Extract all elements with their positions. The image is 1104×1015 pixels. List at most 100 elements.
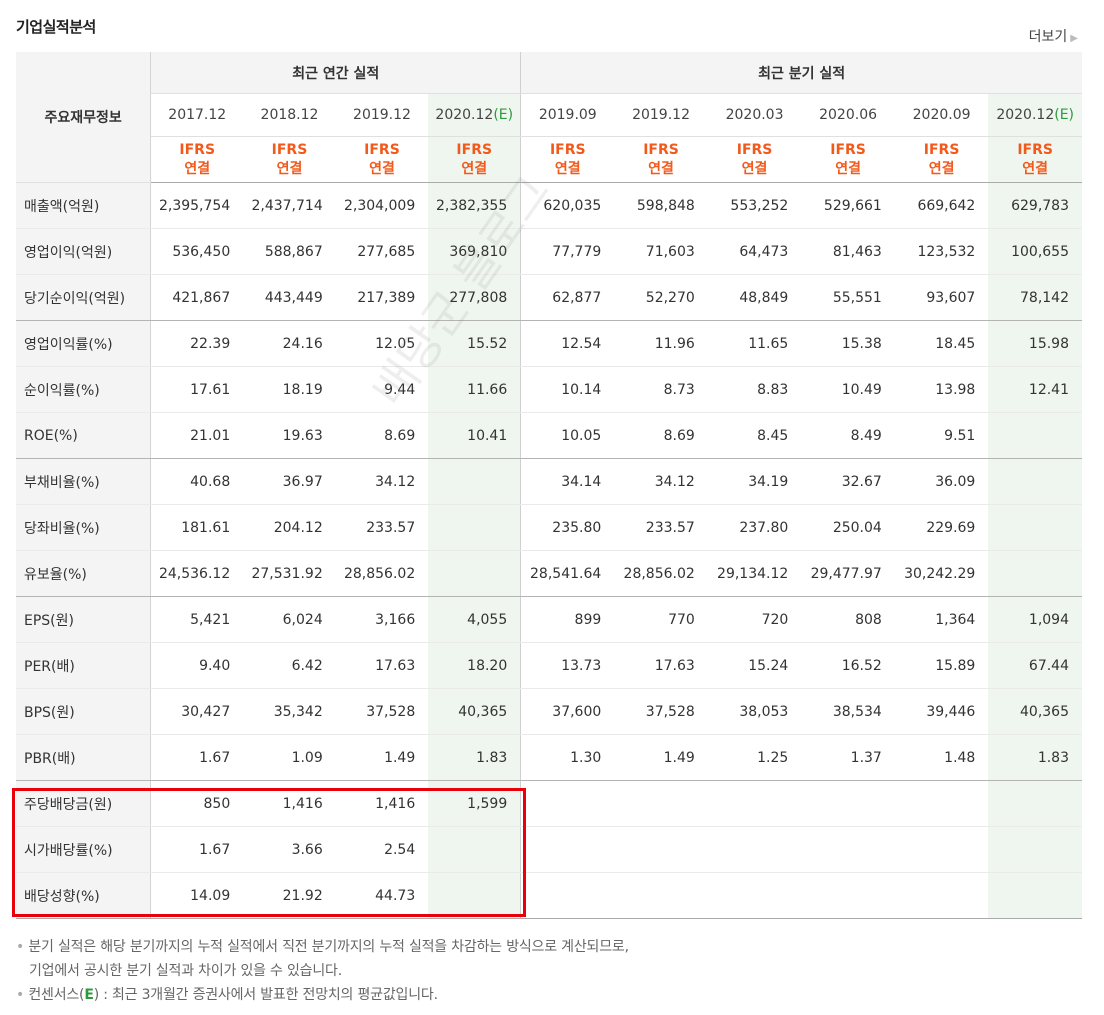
table-cell: 12.05	[335, 320, 429, 367]
more-link[interactable]: 더보기 ▶	[1029, 26, 1078, 46]
table-cell: 3.66	[243, 826, 336, 873]
table-cell: 235.80	[520, 504, 615, 551]
table-cell: 10.41	[428, 412, 521, 459]
row-label: 영업이익(억원)	[16, 228, 152, 275]
table-cell: 229.69	[894, 504, 989, 551]
row-label: 당좌비율(%)	[16, 504, 152, 551]
table-cell: 1,094	[988, 596, 1082, 643]
row-label: PBR(배)	[16, 734, 152, 781]
table-cell	[988, 504, 1082, 551]
accounting-standard: IFRS 연결	[894, 136, 989, 183]
row-label: PER(배)	[16, 642, 152, 689]
table-cell: 17.61	[150, 366, 244, 413]
row-label: 배당성향(%)	[16, 872, 152, 919]
accounting-standard: IFRS 연결	[335, 136, 429, 183]
table-cell: 40,365	[428, 688, 521, 735]
table-cell: 14.09	[150, 872, 244, 919]
table-cell: 15.98	[988, 320, 1082, 367]
table-cell: 34.19	[707, 458, 802, 505]
table-cell: 27,531.92	[243, 550, 336, 597]
table-cell: 3,166	[335, 596, 429, 643]
table-cell: 62,877	[520, 274, 615, 321]
row-label: 부채비율(%)	[16, 458, 152, 505]
table-cell	[894, 826, 989, 873]
period-label: 2019.12	[353, 107, 411, 123]
table-cell: 553,252	[707, 182, 802, 229]
accounting-standard: IFRS 연결	[150, 136, 244, 183]
table-cell: 37,528	[614, 688, 708, 735]
table-cell: 2,437,714	[243, 182, 336, 229]
table-cell: 38,534	[801, 688, 895, 735]
period-header: 2017.12	[150, 93, 244, 137]
note-2-estimate-mark: E	[84, 987, 94, 1003]
table-cell: 13.98	[894, 366, 989, 413]
accounting-standard: IFRS 연결	[707, 136, 802, 183]
note-1: • 분기 실적은 해당 분기까지의 누적 실적에서 직전 분기까지의 누적 실적…	[16, 935, 629, 959]
table-cell: 4,055	[428, 596, 521, 643]
table-cell: 899	[520, 596, 615, 643]
table-cell: 1.30	[520, 734, 615, 781]
table-cell	[894, 872, 989, 919]
annual-group-header: 최근 연간 실적	[150, 52, 521, 94]
table-cell: 620,035	[520, 182, 615, 229]
table-cell: 277,685	[335, 228, 429, 275]
table-cell: 5,421	[150, 596, 244, 643]
table-row: ROE(%) 21.01 19.63 8.69 10.41 10.05 8.69 8.45 8.…	[16, 412, 1082, 459]
table-cell: 11.65	[707, 320, 802, 367]
period-label: 2020.09	[912, 107, 971, 123]
standard-line-1: IFRS	[643, 141, 679, 158]
table-cell: 11.66	[428, 366, 521, 413]
table-cell: 39,446	[894, 688, 989, 735]
table-cell: 277,808	[428, 274, 521, 321]
table-cell: 720	[707, 596, 802, 643]
standard-line-1: IFRS	[830, 141, 866, 158]
table-cell: 8.69	[614, 412, 708, 459]
table-cell: 6,024	[243, 596, 336, 643]
table-row: 부채비율(%) 40.68 36.97 34.12 34.14 34.12 34.19 32.…	[16, 458, 1082, 505]
table-row: 당좌비율(%) 181.61 204.12 233.57 235.80 233.57 237…	[16, 504, 1082, 551]
standard-line-2: 연결	[276, 160, 303, 177]
table-cell: 217,389	[335, 274, 429, 321]
table-cell: 1.09	[243, 734, 336, 781]
table-cell	[801, 872, 895, 919]
table-cell: 77,779	[520, 228, 615, 275]
row-header-title: 주요재무정보	[16, 52, 152, 183]
period-label: 2020.06	[819, 107, 878, 123]
standard-line-2: 연결	[648, 160, 674, 177]
table-cell: 34.14	[520, 458, 615, 505]
standard-line-2: 연결	[741, 160, 768, 177]
table-cell: 21.01	[150, 412, 244, 459]
table-cell	[988, 412, 1082, 459]
table-cell	[988, 550, 1082, 597]
table-cell: 48,849	[707, 274, 802, 321]
table-row: 당기순이익(억원) 421,867 443,449 217,389 277,808 62,…	[16, 274, 1082, 321]
estimate-mark: (E)	[493, 107, 514, 123]
period-label: 2019.09	[538, 107, 597, 123]
table-cell: 78,142	[988, 274, 1082, 321]
table-cell: 52,270	[614, 274, 708, 321]
table-cell	[707, 780, 802, 827]
table-cell: 38,053	[707, 688, 802, 735]
table-cell: 44.73	[335, 872, 429, 919]
period-header: 2020.09	[894, 93, 989, 137]
table-cell	[520, 872, 615, 919]
table-cell: 1.67	[150, 826, 244, 873]
table-cell: 34.12	[614, 458, 708, 505]
period-label: 2020.03	[725, 107, 784, 123]
row-label: 매출액(억원)	[16, 182, 152, 229]
table-cell: 24,536.12	[150, 550, 244, 597]
table-row: PBR(배) 1.67 1.09 1.49 1.83 1.30 1.49 1.25 1.37 1.…	[16, 734, 1082, 781]
period-header: 2020.12(E)	[428, 93, 521, 137]
table-cell	[707, 872, 802, 919]
table-cell: 28,541.64	[520, 550, 615, 597]
row-label: 순이익률(%)	[16, 366, 152, 413]
period-header: 2018.12	[243, 93, 336, 137]
table-cell: 2,395,754	[150, 182, 244, 229]
table-cell: 588,867	[243, 228, 336, 275]
table-cell: 37,528	[335, 688, 429, 735]
table-cell: 35,342	[243, 688, 336, 735]
table-cell: 1.49	[614, 734, 708, 781]
table-cell: 28,856.02	[335, 550, 429, 597]
standard-line-1: IFRS	[271, 141, 308, 158]
row-label: 영업이익률(%)	[16, 320, 152, 367]
